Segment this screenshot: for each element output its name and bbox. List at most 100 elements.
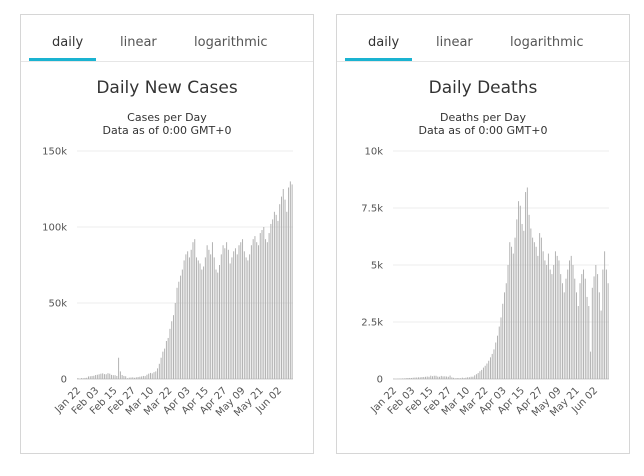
bar [542,251,544,379]
tab-linear[interactable]: linear [120,35,157,50]
bar [291,184,293,379]
tab-daily[interactable]: daily [368,35,400,50]
bar [479,371,481,379]
bar [220,254,222,379]
bar [247,260,249,379]
tab-linear[interactable]: linear [436,35,473,50]
bar [185,254,187,379]
bar [507,265,509,379]
bar [192,242,194,379]
bar [491,353,493,379]
chart-title: Daily Deaths [428,78,538,98]
bar [86,377,88,379]
bar [569,260,570,379]
bar [132,377,134,379]
bar [446,376,448,379]
bar [553,265,555,379]
tab-logarithmic[interactable]: logarithmic [194,35,268,50]
bar [100,373,102,379]
bar [289,181,291,379]
bar [121,375,123,379]
bar [188,257,190,379]
bar [405,378,407,379]
chart-title: Daily New Cases [96,78,238,98]
bar [586,296,588,379]
bar [456,377,458,379]
bar [181,269,183,379]
bar [141,376,143,379]
bar [460,378,462,379]
bar [137,377,139,379]
bar [554,251,556,379]
bar [605,269,607,379]
bar [440,375,442,379]
bar [89,376,91,379]
bar [135,377,137,379]
y-tick-label: 0 [61,375,67,386]
bar [231,257,233,379]
bar [414,377,416,379]
bar [169,328,171,379]
bar [588,306,590,379]
bar [468,377,470,379]
bar [243,251,245,379]
chart-subtitle-line-1: Cases per Day [127,111,207,124]
bar [509,242,511,379]
bar [595,265,597,379]
y-tick-label: 7.5k [361,204,383,215]
bar [102,373,104,379]
bar [598,292,600,379]
bar [201,269,203,379]
bar [484,365,486,379]
bar [95,375,97,379]
bar [535,246,537,379]
bar [219,265,221,379]
bar [157,368,159,379]
bar [512,253,514,379]
bar [426,376,428,379]
bar [451,377,453,379]
new-cases-panel: daily linear logarithmic Daily New Cases… [20,14,314,454]
bar [249,254,251,379]
bar [560,274,562,379]
bar [116,375,118,379]
bar [123,375,125,379]
bar [217,272,219,379]
active-tab-indicator [29,58,96,61]
bar [402,378,404,379]
tab-daily[interactable]: daily [52,35,84,50]
bar [407,378,409,379]
bar [514,237,516,379]
bar [591,287,593,379]
bar [475,374,477,379]
bar [472,376,474,379]
bar [196,257,197,379]
bar [229,263,231,379]
bar [439,376,441,379]
tab-logarithmic[interactable]: logarithmic [510,35,584,50]
bar [91,375,93,379]
bar [126,378,128,379]
bar [286,211,288,379]
bar [204,257,206,379]
chart-tabs: daily linear logarithmic [337,15,629,62]
bar [265,239,267,379]
bar [593,276,595,379]
bar [162,351,164,379]
bar [119,371,121,379]
bar [454,378,456,379]
bar [233,251,235,379]
bar [284,199,286,379]
bar [488,360,490,379]
bar [146,374,148,379]
y-tick-label: 5k [371,261,383,272]
bar [139,376,141,379]
bar [558,260,560,379]
bar [547,253,549,379]
bar [530,228,532,379]
bar [539,233,541,379]
bar [178,281,180,379]
bar [516,219,518,379]
bar [213,257,215,379]
